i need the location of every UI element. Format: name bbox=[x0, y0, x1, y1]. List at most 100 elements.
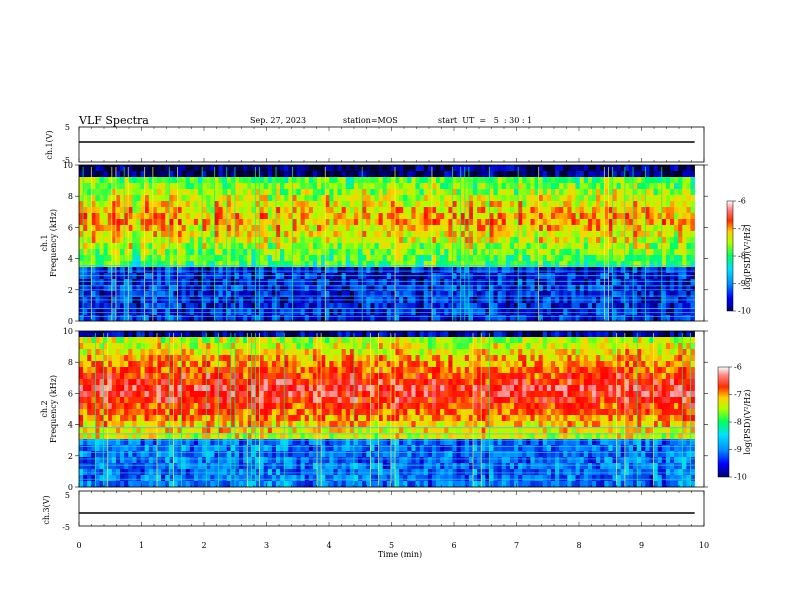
spectrogram-cell bbox=[214, 367, 219, 374]
spectrogram-cell bbox=[444, 201, 449, 208]
spectrogram-cell bbox=[407, 267, 412, 274]
spectrogram-cell bbox=[550, 315, 556, 322]
spectrogram-cell bbox=[423, 201, 429, 208]
spectrogram-cell bbox=[107, 427, 113, 434]
spectrogram-cell bbox=[436, 279, 441, 286]
spectrogram-cell bbox=[271, 285, 277, 292]
spectrogram-cell bbox=[288, 207, 293, 214]
spectrogram-cell bbox=[505, 279, 511, 286]
spectrogram-cell bbox=[431, 201, 437, 208]
spectrogram-cell bbox=[255, 207, 260, 214]
spectrogram-cell bbox=[633, 273, 638, 280]
spectrogram-cell bbox=[247, 243, 252, 250]
spectrogram-cell bbox=[436, 183, 441, 190]
spectrogram-cell bbox=[230, 195, 236, 202]
spectrogram-cell bbox=[534, 273, 539, 280]
spectrogram-cell bbox=[600, 219, 605, 226]
spectrogram-cell bbox=[665, 177, 671, 184]
spectrogram-cell bbox=[259, 201, 264, 208]
spectrogram-cell bbox=[308, 189, 314, 196]
spectrogram-cell bbox=[604, 165, 609, 172]
spectrogram-cell bbox=[103, 261, 109, 268]
spectrogram-cell bbox=[448, 279, 453, 286]
spectrogram-cell bbox=[288, 279, 293, 286]
spectrogram-cell bbox=[95, 469, 100, 476]
spectrogram-cell bbox=[263, 243, 269, 250]
spectrogram-cell bbox=[156, 397, 162, 404]
spectrogram-cell bbox=[620, 213, 626, 220]
spectrogram-cell bbox=[83, 177, 88, 184]
spectrogram-cell bbox=[448, 165, 453, 172]
spectrogram-cell bbox=[243, 189, 248, 196]
spectrogram-cell bbox=[407, 201, 412, 208]
spectrogram-cell bbox=[378, 261, 383, 268]
spectrogram-cell bbox=[87, 273, 92, 280]
spectrogram-cell bbox=[132, 219, 137, 226]
spectrogram-cell bbox=[202, 249, 207, 256]
spectrogram-cell bbox=[501, 255, 507, 262]
spectrogram-cell bbox=[571, 237, 576, 244]
spectrogram-cell bbox=[423, 255, 429, 262]
spectrogram-cell bbox=[91, 331, 96, 338]
spectrogram-cell bbox=[267, 171, 273, 178]
spectrogram-cell bbox=[132, 343, 137, 350]
spectrogram-cell bbox=[83, 481, 88, 488]
spectrogram-cell bbox=[222, 391, 228, 398]
spectrogram-cell bbox=[128, 261, 133, 268]
spectrogram-cell bbox=[198, 261, 203, 268]
spectrogram-cell bbox=[600, 183, 605, 190]
spectrogram-cell bbox=[206, 391, 211, 398]
spectrogram-cell bbox=[185, 433, 191, 440]
spectrogram-cell bbox=[296, 219, 301, 226]
spectrogram-cell bbox=[136, 291, 141, 298]
spectrogram-cell bbox=[395, 171, 400, 178]
spectrogram-cell bbox=[91, 273, 96, 280]
spectrogram-cell bbox=[341, 201, 347, 208]
spectrogram-cell bbox=[140, 427, 145, 434]
spectrogram-cell bbox=[612, 201, 617, 208]
spectrogram-cell bbox=[415, 207, 420, 214]
spectrogram-cell bbox=[612, 261, 617, 268]
spectrogram-cell bbox=[682, 243, 687, 250]
spectrogram-cell bbox=[546, 171, 552, 178]
spectrogram-cell bbox=[345, 255, 351, 262]
spectrogram-cell bbox=[358, 261, 363, 268]
spectrogram-cell bbox=[690, 171, 695, 178]
spectrogram-cell bbox=[546, 189, 552, 196]
spectrogram-cell bbox=[111, 409, 117, 416]
spectrogram-cell bbox=[546, 315, 552, 322]
spectrogram-cell bbox=[682, 219, 687, 226]
spectrogram-cell bbox=[637, 303, 642, 310]
spectrogram-cell bbox=[538, 255, 544, 262]
spectrogram-cell bbox=[624, 315, 630, 322]
spectrogram-cell bbox=[583, 237, 589, 244]
spectrogram-cell bbox=[477, 225, 482, 232]
spectrogram-cell bbox=[427, 303, 433, 310]
spectrogram-cell bbox=[148, 243, 154, 250]
spectrogram-cell bbox=[555, 255, 560, 262]
spectrogram-cell bbox=[674, 303, 679, 310]
spectrogram-cell bbox=[522, 303, 527, 310]
spectrogram-cell bbox=[234, 231, 240, 238]
spectrogram-cell bbox=[226, 261, 232, 268]
spectrogram-cell bbox=[427, 165, 433, 172]
spectrogram-cell bbox=[312, 195, 318, 202]
spectrogram-cell bbox=[370, 243, 375, 250]
spectrogram-cell bbox=[592, 177, 597, 184]
spectrogram-cell bbox=[210, 415, 215, 422]
spectrogram-cell bbox=[193, 201, 199, 208]
spectrogram-cell bbox=[682, 183, 687, 190]
spectrogram-cell bbox=[538, 285, 544, 292]
spectrogram-cell bbox=[148, 451, 154, 458]
spectrogram-cell bbox=[649, 171, 654, 178]
spectrogram-cell bbox=[276, 261, 281, 268]
spectrogram-cell bbox=[628, 273, 634, 280]
spectrogram-cell bbox=[370, 183, 375, 190]
spectrogram-cell bbox=[604, 171, 609, 178]
spectrogram-cell bbox=[300, 291, 306, 298]
spectrogram-cell bbox=[259, 171, 264, 178]
spectrogram-cell bbox=[571, 249, 576, 256]
spectrogram-cell bbox=[181, 367, 186, 374]
spectrogram-cell bbox=[579, 303, 585, 310]
spectrogram-cell bbox=[300, 315, 306, 322]
